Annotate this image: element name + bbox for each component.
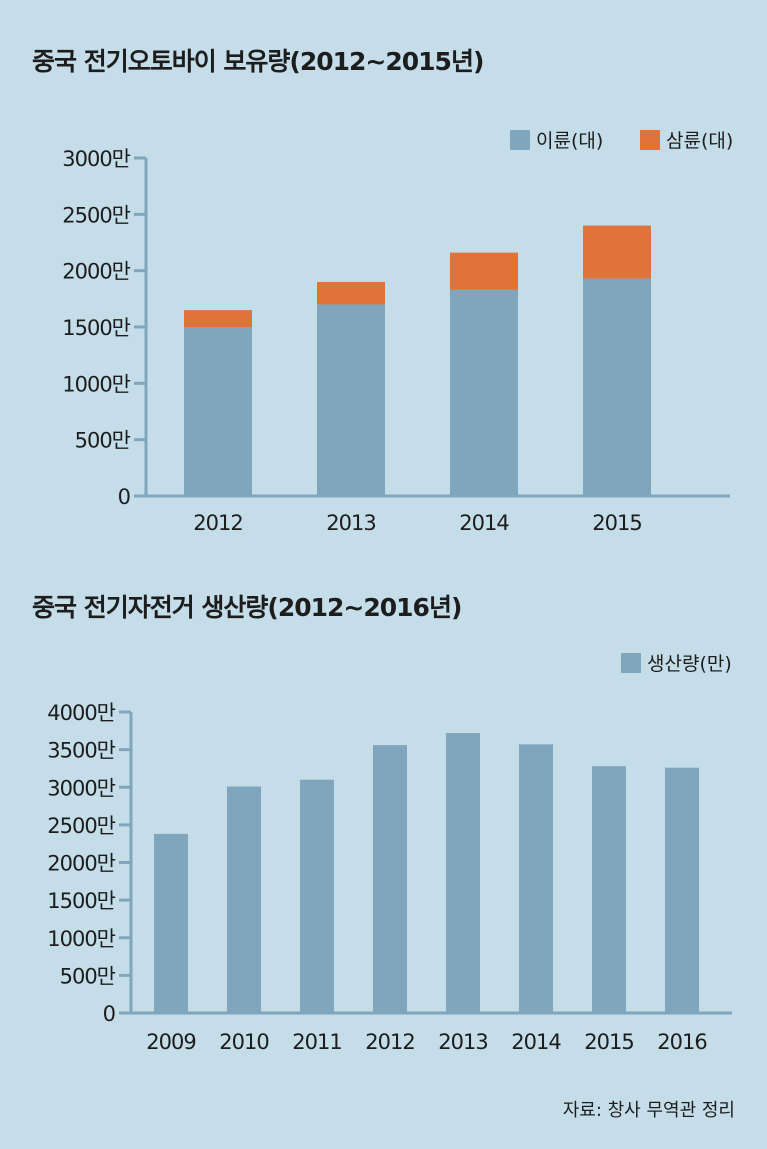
chart1-ytick-label: 3000만: [62, 147, 130, 171]
chart2-xtick-label: 2010: [219, 1030, 268, 1054]
chart1-xtick-label: 2013: [326, 511, 375, 535]
chart2-ytick-label: 4000만: [47, 701, 115, 725]
chart2-ytick-label: 2500만: [47, 814, 115, 838]
chart1-ytick-label: 1000만: [62, 372, 130, 396]
chart2-xtick-label: 2013: [438, 1030, 487, 1054]
chart2-ytick-label: 3000만: [47, 776, 115, 800]
chart2-bar-a: [665, 767, 699, 1013]
chart1-title: 중국 전기오토바이 보유량(2012~2015년): [32, 47, 484, 76]
chart1-bar-a: [184, 327, 252, 496]
chart1-legend-swatch: [510, 130, 530, 150]
chart2-ytick-label: 1000만: [47, 927, 115, 951]
chart2-bar-a: [519, 744, 553, 1013]
chart2-bar-a: [446, 733, 480, 1013]
chart2-ytick-label: 0: [103, 1002, 115, 1026]
chart1-bar-a: [583, 278, 651, 496]
chart2-bar-a: [227, 786, 261, 1013]
chart2-xtick-label: 2015: [584, 1030, 633, 1054]
chart2-legend-swatch: [621, 653, 641, 673]
chart1-ytick-label: 0: [118, 485, 130, 509]
chart1-xtick-label: 2014: [459, 511, 509, 535]
source-note: 자료: 창사 무역관 정리: [562, 1100, 735, 1121]
chart2-xtick-label: 2011: [292, 1030, 341, 1054]
chart2-xtick-label: 2012: [365, 1030, 414, 1054]
chart1-xtick-label: 2015: [592, 511, 641, 535]
chart2-bar-a: [300, 779, 334, 1013]
chart1-bar-a: [317, 304, 385, 496]
chart2-xtick-label: 2014: [511, 1030, 561, 1054]
chart1-ytick-label: 1500만: [62, 316, 130, 340]
chart2-xtick-label: 2009: [146, 1030, 195, 1054]
chart2-legend-label: 생산량(만): [647, 653, 732, 675]
chart1-svg: 0 500만 1000만 1500만 2000만 2500만 3000만 2012 2013 20…: [62, 130, 733, 535]
chart2-ytick-label: 500만: [60, 964, 116, 988]
chart1-ytick-label: 500만: [75, 429, 131, 453]
chart2-title: 중국 전기자전거 생산량(2012~2016년): [32, 593, 462, 622]
chart1-ytick-label: 2500만: [62, 203, 130, 227]
chart1-bar-b: [184, 310, 252, 327]
chart1-xtick-label: 2012: [193, 511, 242, 535]
chart1-legend-swatch: [640, 130, 660, 150]
chart2-ytick-label: 1500만: [47, 889, 115, 913]
chart2-ytick-label: 3500만: [47, 739, 115, 763]
chart1-bar-b: [317, 281, 385, 305]
chart2-bar-a: [592, 766, 626, 1013]
chart2-bar-a: [154, 833, 188, 1013]
chart1-ytick-label: 2000만: [62, 260, 130, 284]
chart1-bar-b: [450, 252, 518, 290]
chart2-bar-a: [373, 745, 407, 1013]
chart2-ytick-label: 2000만: [47, 852, 115, 876]
chart1-legend-label: 이륜(대): [536, 130, 603, 152]
chart1-bar-b: [583, 225, 651, 279]
chart1-bar-a: [450, 289, 518, 496]
chart1-legend-label: 삼륜(대): [666, 130, 733, 152]
chart2-xtick-label: 2016: [657, 1030, 707, 1054]
